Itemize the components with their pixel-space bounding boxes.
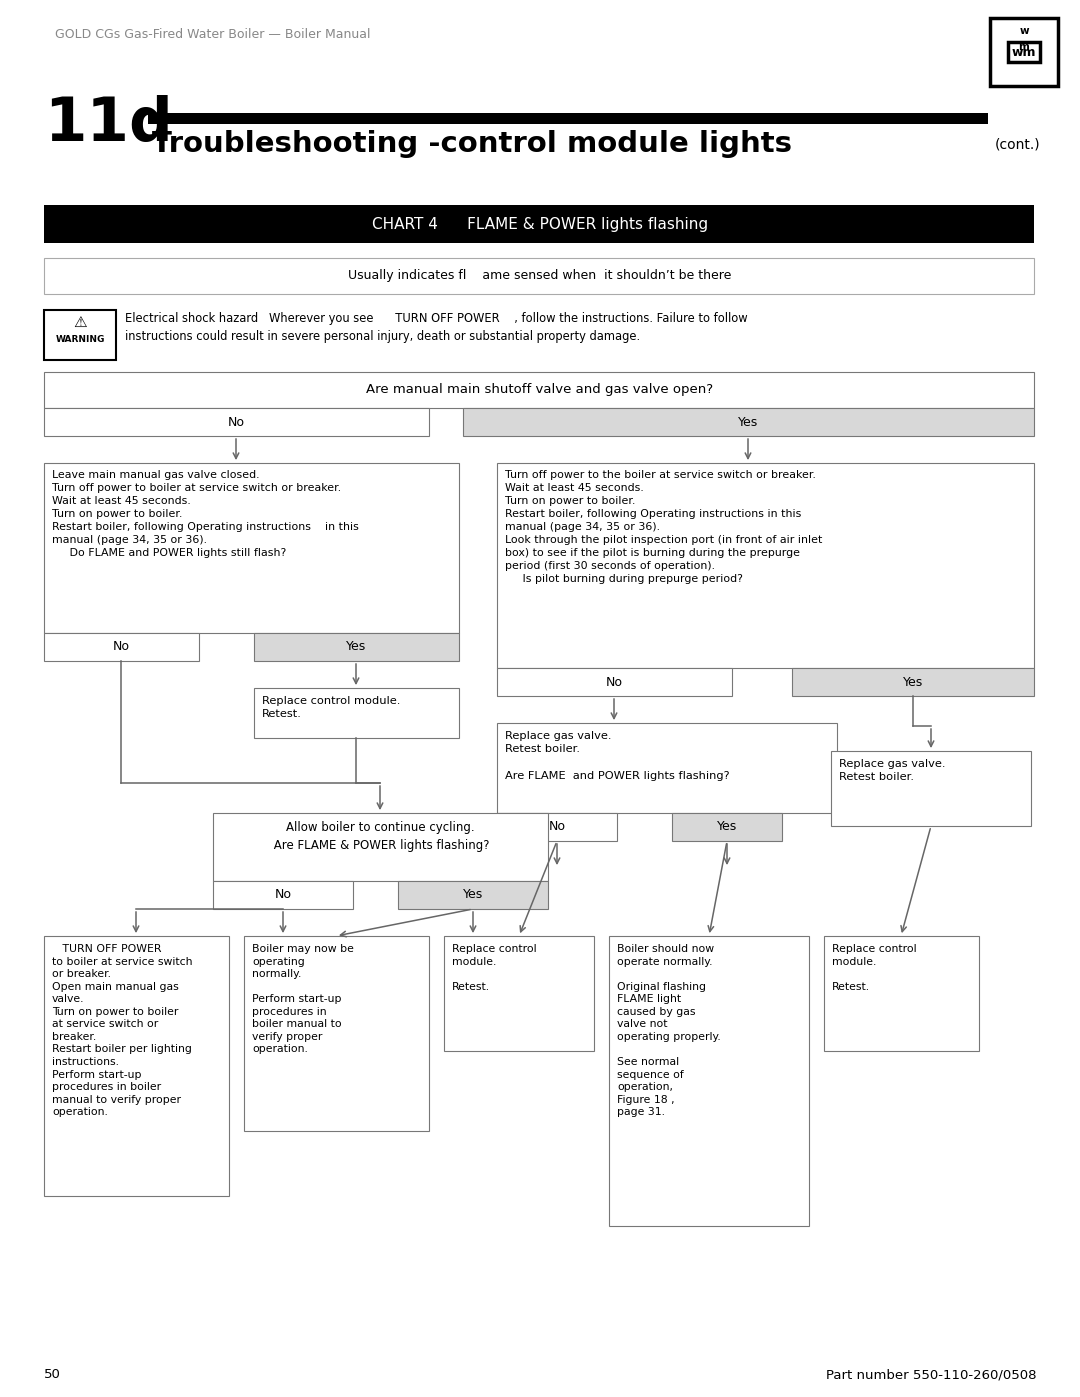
Text: Replace gas valve.
Retest boiler.

Are FLAME  and POWER lights flashing?: Replace gas valve. Retest boiler. Are FL… xyxy=(505,731,730,781)
Text: Replace gas valve.
Retest boiler.: Replace gas valve. Retest boiler. xyxy=(839,759,945,782)
Bar xyxy=(213,813,548,882)
Bar xyxy=(497,813,617,841)
Text: ⚠: ⚠ xyxy=(73,314,86,330)
Bar xyxy=(254,687,459,738)
Text: Are manual main shutoff valve and gas valve open?: Are manual main shutoff valve and gas va… xyxy=(366,384,714,397)
Text: Boiler should now
operate normally.

Original flashing
FLAME light
caused by gas: Boiler should now operate normally. Orig… xyxy=(617,944,720,1118)
Text: Yes: Yes xyxy=(738,415,758,429)
Text: TURN OFF POWER
to boiler at service switch
or breaker.
Open main manual gas
valv: TURN OFF POWER to boiler at service swit… xyxy=(52,944,192,1118)
Bar xyxy=(44,372,1034,408)
Text: Usually indicates fl    ame sensed when  it shouldn’t be there: Usually indicates fl ame sensed when it … xyxy=(349,270,731,282)
Bar xyxy=(44,258,1034,293)
Bar xyxy=(824,936,978,1051)
Bar xyxy=(44,205,1034,243)
Bar xyxy=(44,462,459,633)
Text: Replace control
module.

Retest.: Replace control module. Retest. xyxy=(453,944,537,992)
Text: Turn off power to the boiler at service switch or breaker.
Wait at least 45 seco: Turn off power to the boiler at service … xyxy=(505,469,822,584)
Bar xyxy=(148,113,988,124)
Bar xyxy=(44,310,116,360)
Text: Allow boiler to continue cycling.
 Are FLAME & POWER lights flashing?: Allow boiler to continue cycling. Are FL… xyxy=(270,821,489,852)
Text: 50: 50 xyxy=(44,1368,60,1382)
Text: Yes: Yes xyxy=(903,676,923,689)
Bar xyxy=(399,882,548,909)
Text: w: w xyxy=(1020,27,1029,36)
Bar xyxy=(497,668,732,696)
Bar xyxy=(44,408,429,436)
Bar xyxy=(44,936,229,1196)
Text: Replace control
module.

Retest.: Replace control module. Retest. xyxy=(832,944,917,992)
Bar xyxy=(463,408,1034,436)
Bar xyxy=(254,633,459,661)
Bar xyxy=(497,724,837,813)
Bar xyxy=(990,18,1058,87)
Bar xyxy=(497,462,1034,668)
Text: Troubleshooting -control module lights: Troubleshooting -control module lights xyxy=(152,130,792,158)
Bar xyxy=(609,936,809,1227)
Bar xyxy=(244,936,429,1132)
Text: Part number 550-110-260/0508: Part number 550-110-260/0508 xyxy=(825,1368,1036,1382)
Text: CHART 4      FLAME & POWER lights flashing: CHART 4 FLAME & POWER lights flashing xyxy=(372,217,708,232)
Bar xyxy=(672,813,782,841)
Text: Yes: Yes xyxy=(717,820,738,834)
Bar xyxy=(44,633,199,661)
Text: Leave main manual gas valve closed.
Turn off power to boiler at service switch o: Leave main manual gas valve closed. Turn… xyxy=(52,469,359,559)
Text: GOLD CGs Gas-Fired Water Boiler — Boiler Manual: GOLD CGs Gas-Fired Water Boiler — Boiler… xyxy=(55,28,370,41)
Text: 11d: 11d xyxy=(44,95,173,154)
Text: (cont.): (cont.) xyxy=(995,138,1040,152)
Text: Boiler may now be
operating
normally.

Perform start-up
procedures in
boiler man: Boiler may now be operating normally. Pe… xyxy=(252,944,354,1055)
Text: Electrical shock hazard   Wherever you see      TURN OFF POWER    , follow the i: Electrical shock hazard Wherever you see… xyxy=(125,312,747,326)
Bar xyxy=(831,752,1031,826)
Text: No: No xyxy=(549,820,566,834)
Text: No: No xyxy=(228,415,244,429)
Text: No: No xyxy=(606,676,622,689)
Text: Yes: Yes xyxy=(463,888,483,901)
Text: WARNING: WARNING xyxy=(55,335,105,344)
Text: No: No xyxy=(274,888,292,901)
Text: wm: wm xyxy=(1012,46,1036,59)
Text: instructions could result in severe personal injury, death or substantial proper: instructions could result in severe pers… xyxy=(125,330,640,344)
Bar xyxy=(213,882,353,909)
Bar xyxy=(444,936,594,1051)
Text: Yes: Yes xyxy=(346,640,366,654)
Text: No: No xyxy=(112,640,130,654)
Text: Replace control module.
Retest.: Replace control module. Retest. xyxy=(262,696,401,719)
Text: m: m xyxy=(1018,42,1029,52)
Bar xyxy=(792,668,1034,696)
